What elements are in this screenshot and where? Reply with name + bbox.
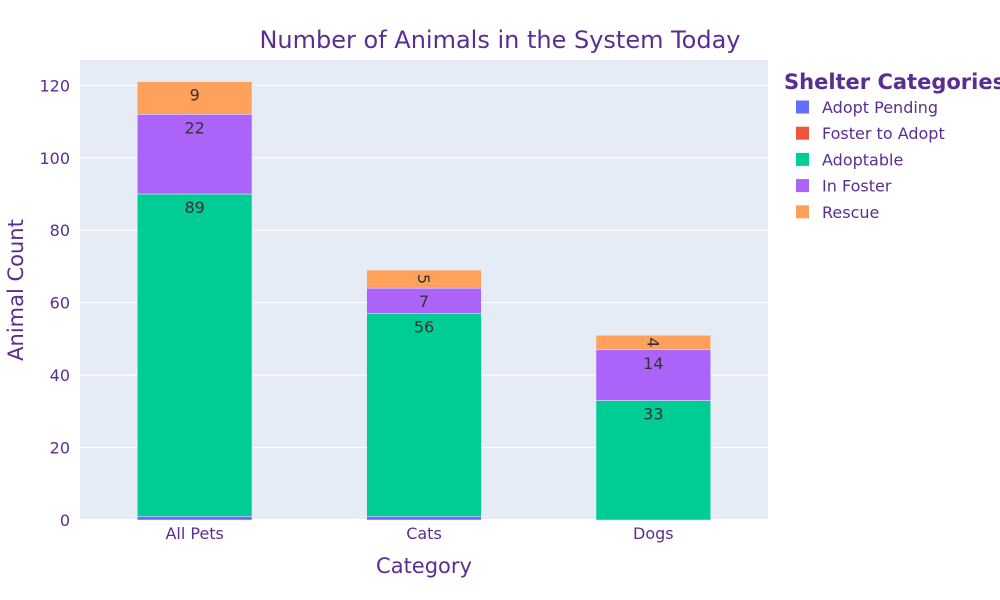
bar-cats-rescue [366, 269, 482, 289]
y-axis-title: Animal Count [4, 219, 28, 361]
data-label-all-pets-in-foster: 22 [184, 118, 204, 137]
bars-layer [137, 81, 711, 521]
bar-dogs-in-foster [595, 349, 711, 401]
data-label-dogs-in-foster: 14 [643, 354, 663, 373]
bar-all-pets-rescue [137, 81, 253, 115]
legend: Shelter Categories Adopt Pending Foster t… [784, 70, 1000, 222]
bar-dogs-rescue [595, 335, 711, 351]
legend-label-adoptable: Adoptable [822, 150, 903, 169]
data-label-cats-in-foster: 7 [419, 292, 429, 311]
x-tick-label-cats: Cats [406, 524, 442, 543]
data-label-all-pets-adoptable: 89 [184, 198, 204, 217]
y-tick-label-120: 120 [39, 76, 70, 95]
bar-cats-adopt-pending [366, 516, 482, 521]
data-label-cats-rescue: 5 [414, 274, 433, 284]
data-label-all-pets-rescue: 9 [190, 86, 200, 105]
data-label-cats-adoptable: 56 [414, 318, 434, 337]
legend-swatch-in-foster [796, 179, 809, 193]
data-label-dogs-adoptable: 33 [643, 404, 663, 423]
y-tick-label-20: 20 [50, 439, 70, 458]
bar-all-pets-in-foster [137, 114, 253, 195]
y-axis-ticks: 0 20 40 60 80 100 120 [39, 76, 70, 530]
bar-cats-adoptable [366, 313, 482, 517]
legend-label-adopt-pending: Adopt Pending [822, 98, 938, 117]
bar-cats-in-foster [366, 287, 482, 314]
y-tick-label-0: 0 [60, 511, 70, 530]
x-axis-ticks: All Pets Cats Dogs [165, 524, 673, 543]
bar-dogs-adoptable [595, 400, 711, 521]
y-tick-label-40: 40 [50, 366, 70, 385]
x-tick-label-all-pets: All Pets [165, 524, 223, 543]
data-labels-layer: 89 22 9 56 7 5 33 14 4 [184, 86, 663, 424]
x-axis-title: Category [376, 554, 472, 578]
legend-swatch-adopt-pending [796, 100, 809, 114]
y-tick-label-80: 80 [50, 221, 70, 240]
legend-swatch-adoptable [796, 152, 809, 166]
y-tick-label-60: 60 [50, 294, 70, 313]
data-label-dogs-rescue: 4 [643, 337, 662, 347]
x-tick-label-dogs: Dogs [633, 524, 674, 543]
legend-swatch-rescue [796, 205, 809, 219]
chart-title: Number of Animals in the System Today [259, 26, 740, 54]
legend-label-in-foster: In Foster [822, 177, 892, 196]
legend-label-rescue: Rescue [822, 203, 879, 222]
legend-title: Shelter Categories [784, 70, 1000, 94]
legend-swatch-foster-to-adopt [796, 126, 809, 140]
bar-all-pets-adopt-pending [137, 516, 253, 521]
y-tick-label-100: 100 [39, 149, 70, 168]
bar-all-pets-adoptable [137, 193, 253, 517]
legend-label-foster-to-adopt: Foster to Adopt [822, 124, 945, 143]
